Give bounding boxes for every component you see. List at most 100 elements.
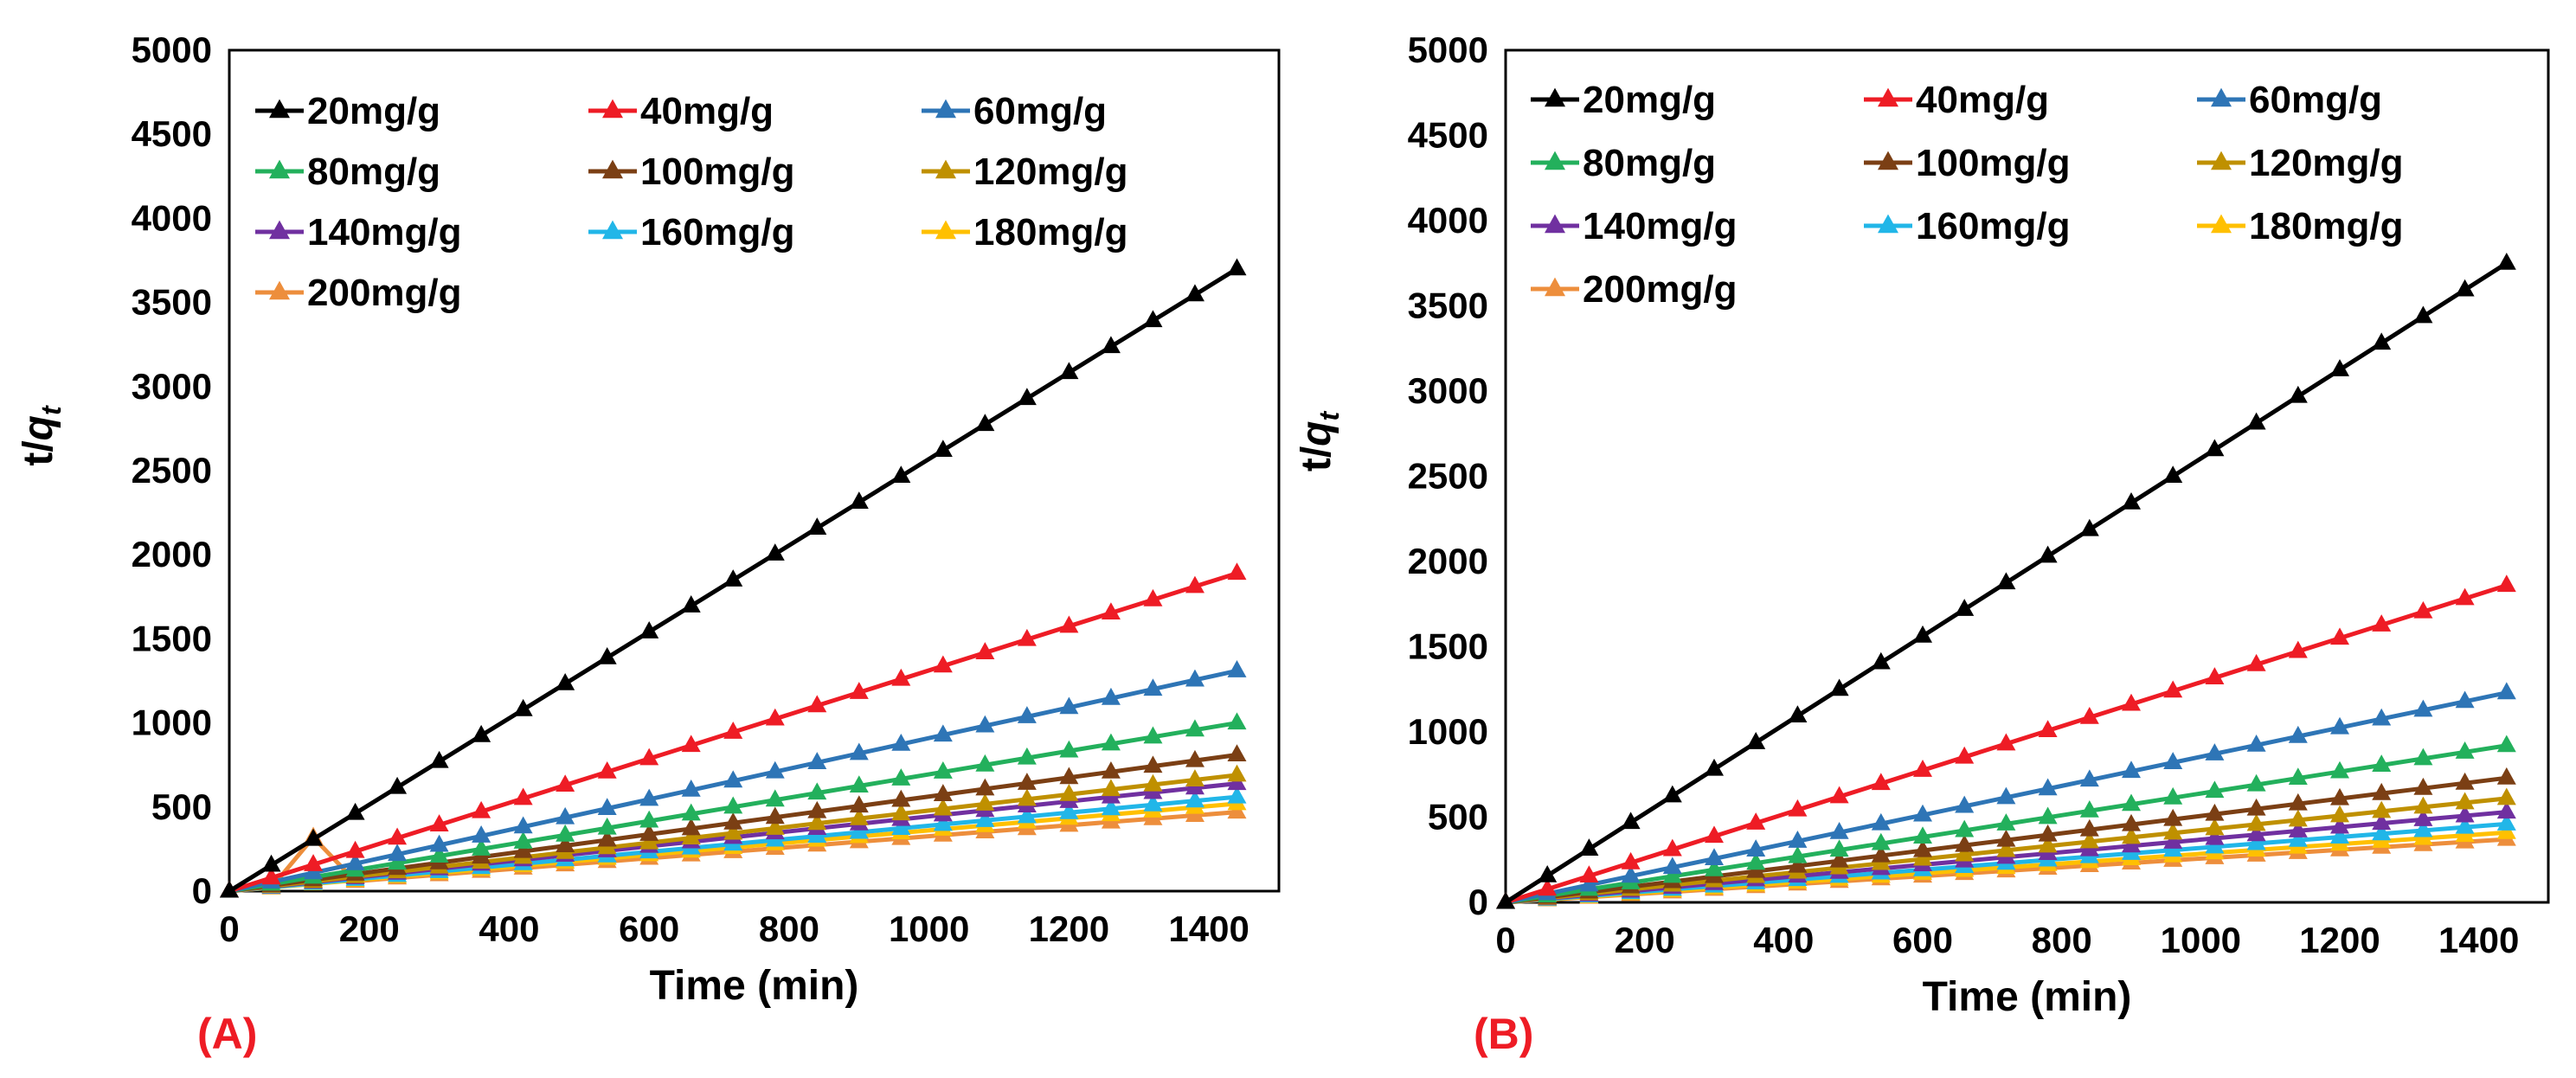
data-point — [1143, 588, 1163, 606]
data-point — [1227, 712, 1247, 730]
legend-marker — [269, 220, 290, 240]
data-point — [556, 824, 575, 842]
data-point — [2246, 734, 2266, 752]
legend-label: 140mg/g — [1583, 205, 1738, 247]
data-point — [849, 807, 869, 825]
legend-marker — [269, 99, 290, 119]
data-point — [1955, 834, 1975, 852]
data-point — [891, 668, 911, 686]
legend-marker — [2211, 214, 2232, 234]
data-point — [1871, 651, 1891, 670]
data-point — [639, 824, 659, 841]
data-point — [597, 829, 617, 847]
data-point — [1143, 678, 1163, 696]
data-point — [849, 742, 869, 760]
data-point — [597, 817, 617, 835]
data-point — [1101, 687, 1121, 705]
data-point — [1185, 749, 1204, 767]
data-point — [891, 733, 911, 751]
data-point — [1227, 562, 1247, 581]
x-tick-label-b: 1200 — [2299, 920, 2380, 960]
legend-marker — [1878, 151, 1898, 170]
data-point — [1996, 733, 2016, 751]
data-point — [891, 818, 911, 835]
data-point — [2122, 813, 2141, 831]
data-point — [723, 796, 743, 814]
data-point — [513, 831, 533, 849]
data-point — [681, 818, 701, 836]
data-point — [2330, 359, 2349, 376]
data-point — [597, 798, 617, 816]
data-point — [1185, 769, 1204, 786]
data-point — [1185, 790, 1204, 808]
data-point — [975, 642, 995, 659]
data-point — [1621, 812, 1641, 830]
data-point — [1059, 783, 1079, 801]
data-point — [891, 789, 911, 807]
panel-label-a: (A) — [197, 1010, 257, 1058]
data-point — [2330, 816, 2349, 834]
data-point — [2038, 720, 2058, 738]
data-point — [2372, 754, 2392, 772]
data-point — [597, 646, 617, 664]
data-point — [429, 845, 449, 863]
data-point — [1017, 388, 1037, 406]
data-point — [1143, 793, 1163, 812]
data-point — [2455, 690, 2475, 709]
x-tick-label-a: 600 — [619, 908, 679, 949]
data-point — [681, 595, 701, 613]
legend-marker — [602, 159, 623, 179]
data-point — [765, 543, 785, 561]
legend-marker — [602, 99, 623, 119]
x-axis-title-b: Time (min) — [1923, 974, 2132, 1020]
data-point — [1829, 678, 1849, 696]
x-tick-label-b: 600 — [1892, 920, 1953, 960]
legend-label: 180mg/g — [2249, 205, 2404, 247]
data-point — [2330, 760, 2349, 779]
legend-label: 200mg/g — [307, 272, 462, 314]
data-point — [1955, 746, 1975, 764]
y-tick-label-b: 4500 — [1408, 115, 1488, 156]
data-point — [2496, 682, 2516, 700]
data-point — [723, 822, 743, 840]
legend-label: 80mg/g — [307, 151, 440, 193]
legend-label: 140mg/g — [307, 211, 462, 253]
data-point — [723, 770, 743, 788]
data-point — [975, 793, 995, 811]
y-tick-label-a: 3000 — [132, 366, 212, 407]
x-tick-label-b: 1000 — [2161, 920, 2241, 960]
data-point — [2079, 706, 2099, 724]
data-point — [765, 760, 785, 779]
y-tick-label-b: 500 — [1428, 797, 1488, 837]
data-point — [2288, 725, 2308, 743]
data-point — [2038, 824, 2058, 842]
x-tick-label-a: 200 — [339, 908, 400, 949]
data-point — [1017, 747, 1037, 765]
data-point — [2079, 818, 2099, 837]
data-point — [1871, 773, 1891, 791]
data-point — [1705, 825, 1724, 844]
data-point — [1746, 812, 1766, 830]
plot-area-a — [228, 48, 1281, 893]
data-point — [1788, 855, 1808, 873]
data-point — [2163, 831, 2183, 849]
data-point — [388, 827, 408, 845]
y-tick-label-b: 2000 — [1408, 541, 1488, 581]
data-point — [2038, 778, 2058, 796]
legend-marker — [935, 220, 956, 240]
data-point — [1143, 310, 1163, 328]
panel-label-b: (B) — [1474, 1010, 1533, 1058]
data-point — [2038, 806, 2058, 825]
data-point — [2413, 777, 2433, 795]
x-tick-label-a: 1400 — [1168, 908, 1249, 949]
data-point — [2038, 835, 2058, 853]
data-point — [2372, 332, 2392, 350]
data-point — [345, 802, 365, 820]
data-point — [1538, 878, 1558, 896]
data-point — [639, 788, 659, 806]
data-point — [1662, 785, 1682, 803]
data-point — [1746, 732, 1766, 749]
x-axis-title-a: Time (min) — [650, 963, 859, 1009]
data-point — [2330, 787, 2349, 805]
data-point — [2288, 809, 2308, 827]
